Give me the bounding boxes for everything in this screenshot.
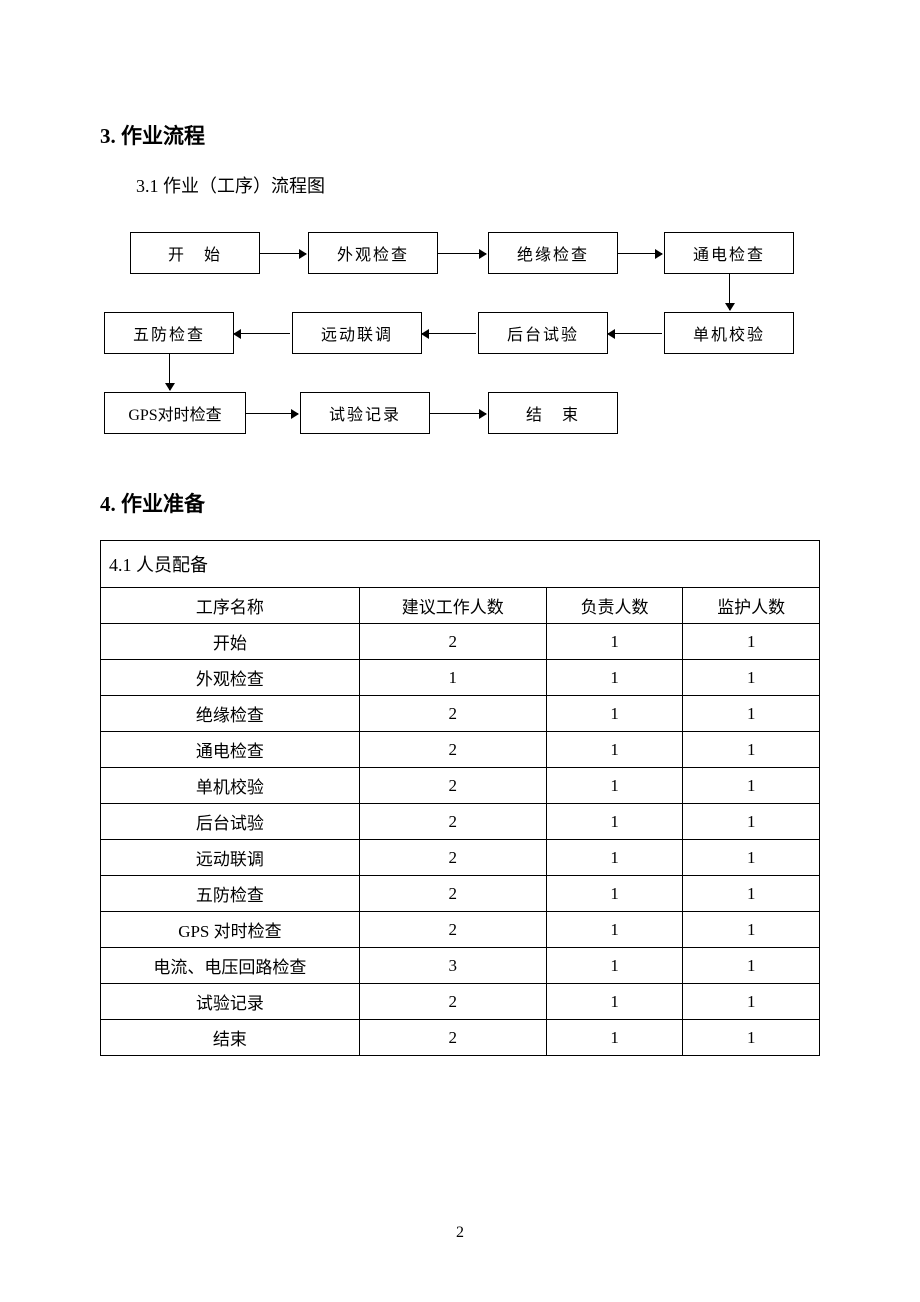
table-header-row: 工序名称 建议工作人数 负责人数 监护人数 — [101, 588, 820, 624]
table-cell: 2 — [359, 804, 546, 840]
table-row: 远动联调211 — [101, 840, 820, 876]
table-cell: 1 — [683, 768, 820, 804]
table-cell: 3 — [359, 948, 546, 984]
table-cell: 2 — [359, 984, 546, 1020]
table-cell: 远动联调 — [101, 840, 360, 876]
table-row: 后台试验211 — [101, 804, 820, 840]
table-cell: 1 — [683, 1020, 820, 1056]
table-row: 开始211 — [101, 624, 820, 660]
table-cell: 1 — [546, 696, 683, 732]
table-cell: 电流、电压回路检查 — [101, 948, 360, 984]
table-row: 绝缘检查211 — [101, 696, 820, 732]
arrow-icon — [422, 333, 476, 334]
table-cell: 2 — [359, 768, 546, 804]
table-row: GPS 对时检查211 — [101, 912, 820, 948]
arrow-icon — [246, 413, 298, 414]
flow-node-gps-check: GPS对时检查 — [104, 392, 246, 434]
table-cell: 通电检查 — [101, 732, 360, 768]
table-cell: 1 — [683, 984, 820, 1020]
flowchart: 开 始 外观检查 绝缘检查 通电检查 五防检查 远动联调 后台试验 单机校验 G… — [100, 228, 820, 448]
table-cell: 1 — [546, 984, 683, 1020]
table-cell: 2 — [359, 876, 546, 912]
table-cell: 1 — [546, 876, 683, 912]
col-supervisor: 监护人数 — [683, 588, 820, 624]
flow-node-backend-test: 后台试验 — [478, 312, 608, 354]
table-cell: 1 — [546, 948, 683, 984]
table-cell: 1 — [546, 804, 683, 840]
table-row: 五防检查211 — [101, 876, 820, 912]
flow-node-power-check: 通电检查 — [664, 232, 794, 274]
arrow-icon — [608, 333, 662, 334]
section4-title: 4. 作业准备 — [100, 488, 820, 518]
table-row: 结束211 — [101, 1020, 820, 1056]
table-cell: 单机校验 — [101, 768, 360, 804]
table-cell: 结束 — [101, 1020, 360, 1056]
col-responsible: 负责人数 — [546, 588, 683, 624]
table-cell: 1 — [683, 696, 820, 732]
section3-title: 3. 作业流程 — [100, 120, 820, 150]
table-row: 单机校验211 — [101, 768, 820, 804]
table-cell: 1 — [546, 1020, 683, 1056]
table-cell: 1 — [546, 624, 683, 660]
table-cell: 2 — [359, 732, 546, 768]
flow-node-insulation-check: 绝缘检查 — [488, 232, 618, 274]
table-cell: 2 — [359, 840, 546, 876]
table-row: 通电检查211 — [101, 732, 820, 768]
col-suggested-workers: 建议工作人数 — [359, 588, 546, 624]
arrow-icon — [169, 354, 170, 390]
table-cell: 1 — [683, 804, 820, 840]
table-cell: 外观检查 — [101, 660, 360, 696]
table-cell: 1 — [546, 660, 683, 696]
arrow-icon — [438, 253, 486, 254]
table-cell: 2 — [359, 624, 546, 660]
arrow-icon — [260, 253, 306, 254]
table-cell: 1 — [683, 876, 820, 912]
arrow-icon — [618, 253, 662, 254]
table-cell: 1 — [683, 912, 820, 948]
table-cell: 1 — [683, 624, 820, 660]
flow-node-five-prevent: 五防检查 — [104, 312, 234, 354]
table-cell: GPS 对时检查 — [101, 912, 360, 948]
table-cell: 1 — [683, 948, 820, 984]
flow-node-end: 结 束 — [488, 392, 618, 434]
flow-node-remote-joint: 远动联调 — [292, 312, 422, 354]
table-cell: 2 — [359, 912, 546, 948]
table-cell: 试验记录 — [101, 984, 360, 1020]
table-cell: 五防检查 — [101, 876, 360, 912]
table-cell: 1 — [683, 660, 820, 696]
flow-node-start: 开 始 — [130, 232, 260, 274]
table-caption: 4.1 人员配备 — [100, 540, 820, 587]
table-cell: 1 — [546, 840, 683, 876]
page-number: 2 — [0, 1224, 920, 1242]
table-cell: 2 — [359, 1020, 546, 1056]
table-cell: 绝缘检查 — [101, 696, 360, 732]
col-process-name: 工序名称 — [101, 588, 360, 624]
section3-subsection: 3.1 作业（工序）流程图 — [136, 172, 820, 198]
table-cell: 开始 — [101, 624, 360, 660]
table-cell: 1 — [546, 732, 683, 768]
staffing-table: 4.1 人员配备 工序名称 建议工作人数 负责人数 监护人数 开始211外观检查… — [100, 540, 820, 1056]
table-row: 电流、电压回路检查311 — [101, 948, 820, 984]
table-cell: 1 — [359, 660, 546, 696]
table-row: 外观检查111 — [101, 660, 820, 696]
table-cell: 1 — [683, 732, 820, 768]
table-cell: 1 — [546, 768, 683, 804]
flow-node-appearance-check: 外观检查 — [308, 232, 438, 274]
table-cell: 1 — [546, 912, 683, 948]
arrow-icon — [430, 413, 486, 414]
arrow-icon — [234, 333, 290, 334]
flow-node-test-record: 试验记录 — [300, 392, 430, 434]
flow-node-single-calib: 单机校验 — [664, 312, 794, 354]
table-cell: 后台试验 — [101, 804, 360, 840]
arrow-icon — [729, 274, 730, 310]
table-cell: 1 — [683, 840, 820, 876]
table-row: 试验记录211 — [101, 984, 820, 1020]
table-cell: 2 — [359, 696, 546, 732]
